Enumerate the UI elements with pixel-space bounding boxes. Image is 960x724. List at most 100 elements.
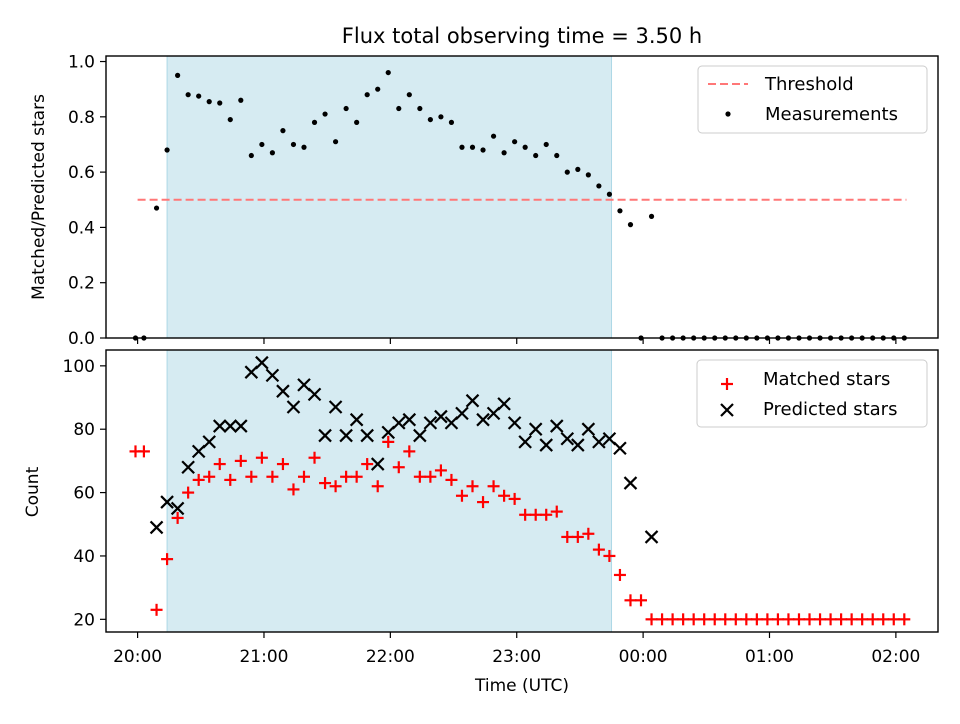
matched-star-point	[203, 470, 216, 483]
predicted-star-point	[234, 419, 248, 433]
matched-star-point	[498, 489, 511, 502]
x-tick-label: 22:00	[366, 647, 415, 667]
measurement-point	[206, 99, 212, 105]
measurement-point	[238, 97, 244, 103]
predicted-star-point	[444, 416, 459, 430]
matched-star-point	[161, 553, 174, 566]
matched-star-point	[519, 508, 532, 521]
top-panel: 0.0 0.2 0.4 0.6 0.8 1.0 Matched/Predicted sta…	[29, 53, 939, 349]
matched-star-point	[182, 486, 195, 499]
predicted-star-point	[318, 428, 332, 443]
bottom-y-axis-label: Count	[23, 466, 43, 517]
measurement-point	[501, 150, 507, 156]
matched-star-point	[192, 473, 205, 486]
predicted-star-point	[381, 425, 396, 440]
matched-star-point	[329, 480, 342, 493]
matched-star-point	[687, 613, 700, 626]
measurement-point	[575, 166, 581, 172]
matched-star-point	[287, 483, 300, 496]
matched-star-point	[477, 496, 490, 509]
x-tick-label: 01:00	[745, 647, 794, 667]
matched-star-point	[266, 470, 279, 483]
top-y-axis-label: Matched/Predicted stars	[29, 94, 49, 300]
measurement-point	[543, 141, 549, 148]
y-tick-label: 0.6	[68, 163, 95, 183]
measurement-point	[564, 169, 570, 175]
predicted-star-point	[255, 355, 269, 370]
matched-star-point	[603, 549, 616, 562]
predicted-star-point	[328, 400, 343, 414]
matched-star-point	[371, 480, 384, 493]
predicted-star-point	[160, 495, 174, 509]
y-tick-label: 80	[73, 420, 95, 440]
matched-star-point	[137, 445, 150, 458]
y-tick-label: 0.2	[68, 274, 95, 294]
predicted-star-point	[181, 460, 195, 475]
measurement-point	[153, 205, 160, 211]
measurement-point	[585, 172, 591, 178]
legend-predicted-swatch	[720, 403, 734, 417]
measurement-point	[554, 152, 560, 159]
measurement-point	[617, 208, 623, 214]
measurement-point	[427, 116, 433, 123]
predicted-star-point	[476, 412, 490, 427]
predicted-star-point	[486, 406, 501, 421]
measurement-point	[512, 139, 518, 145]
matched-star-point	[234, 454, 247, 467]
matched-star-point	[245, 470, 258, 483]
matched-star-point	[592, 543, 605, 556]
matched-star-point	[361, 458, 374, 471]
predicted-star-point	[423, 416, 438, 430]
predicted-star-point	[581, 422, 596, 436]
matched-star-point	[424, 470, 437, 483]
bottom-panel: 20 40 60 80 100 20:00 21:00 22:00 23:00 00:00 01:…	[23, 349, 939, 696]
matched-star-point	[666, 613, 679, 626]
measurement-point	[196, 93, 202, 99]
predicted-star-point	[455, 406, 469, 421]
matched-star-point	[740, 613, 753, 626]
matched-star-point	[582, 527, 595, 540]
predicted-star-point	[518, 435, 532, 449]
matched-star-point	[213, 458, 226, 471]
matched-star-point	[508, 492, 521, 505]
predicted-star-point	[223, 419, 238, 433]
matched-star-point	[898, 613, 911, 626]
matched-star-point	[392, 461, 405, 474]
measurement-point	[164, 147, 170, 153]
bottom-legend-box	[696, 359, 928, 428]
matched-star-point	[635, 594, 648, 607]
matched-star-point	[308, 451, 321, 464]
matched-star-point	[835, 613, 848, 626]
matched-star-point	[708, 613, 721, 626]
predicted-star-point	[212, 419, 227, 433]
predicted-star-point	[613, 441, 627, 456]
matched-star-point	[761, 613, 774, 626]
matched-star-point	[434, 464, 447, 477]
matched-star-point	[750, 613, 763, 626]
measurement-point	[269, 150, 275, 156]
matched-star-point	[350, 470, 363, 483]
y-tick-label: 1.0	[68, 53, 95, 73]
measurement-point	[459, 144, 465, 150]
matched-star-point	[276, 458, 289, 471]
predicted-star-point	[602, 431, 617, 446]
matched-star-point	[814, 613, 827, 626]
legend-matched-label: Matched stars	[763, 369, 890, 390]
predicted-star-point	[170, 501, 185, 516]
matched-star-point	[171, 511, 184, 524]
measurement-point	[290, 141, 297, 148]
y-tick-label: 100	[63, 357, 95, 377]
matched-star-point	[550, 505, 563, 518]
measurement-point	[375, 86, 381, 92]
measurement-point	[364, 92, 370, 98]
measurement-point	[396, 105, 402, 112]
matched-star-point	[856, 613, 869, 626]
predicted-star-point	[276, 384, 290, 398]
predicted-star-point	[370, 457, 385, 471]
measurement-point	[248, 152, 254, 159]
predicted-star-point	[571, 438, 585, 452]
measurement-point	[627, 222, 634, 228]
matched-star-point	[319, 477, 332, 490]
predicted-star-point	[465, 393, 480, 408]
